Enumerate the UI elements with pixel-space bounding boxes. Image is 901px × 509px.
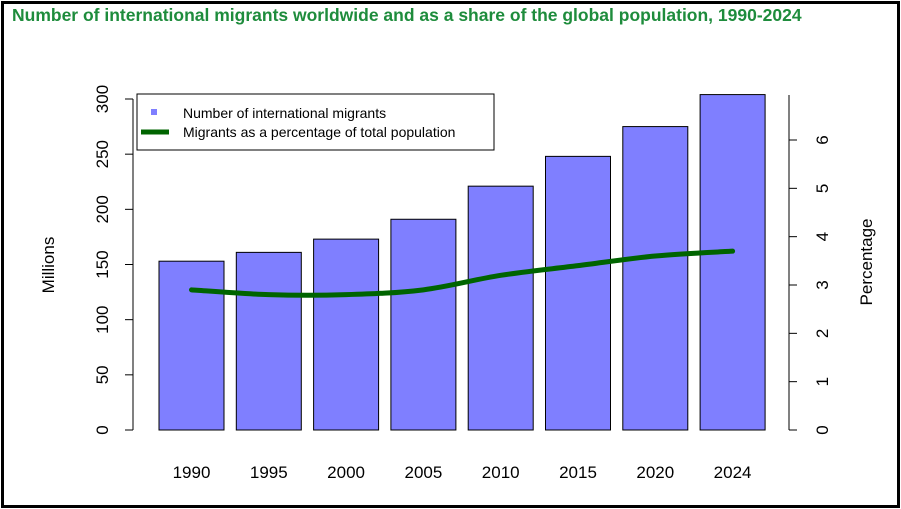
x-tick-label-2010: 2010 [482,463,520,482]
x-tick-label-2000: 2000 [327,463,365,482]
left-tick-label-300: 300 [93,85,112,113]
percentage-line [189,248,736,298]
x-tick-label-1990: 1990 [173,463,211,482]
right-tick-label-5: 5 [813,184,832,193]
right-tick-label-2: 2 [813,329,832,338]
left-tick-label-50: 50 [93,365,112,384]
right-tick-label-4: 4 [813,232,832,241]
x-tick-label-1995: 1995 [250,463,288,482]
bar-1990 [158,260,225,431]
left-tick-label-0: 0 [93,425,112,434]
bar-2024 [699,94,766,431]
x-tick-label-2024: 2024 [714,463,752,482]
bar-2020 [622,126,689,431]
left-tick-label-100: 100 [93,305,112,333]
right-tick-label-3: 3 [813,280,832,289]
right-tick-label-6: 6 [813,135,832,144]
bar-2010 [467,185,534,431]
legend-bar-swatch [151,109,157,115]
bar-1995 [235,251,302,431]
legend-box [136,93,495,151]
left-tick-label-200: 200 [93,195,112,223]
x-tick-label-2005: 2005 [404,463,442,482]
left-tick-label-150: 150 [93,250,112,278]
chart-title: Number of international migrants worldwi… [12,5,802,25]
x-tick-label-2020: 2020 [636,463,674,482]
x-tick-label-2015: 2015 [559,463,597,482]
legend-label-line: Migrants as a percentage of total popula… [183,124,455,140]
legend-label-bars: Number of international migrants [183,105,386,121]
right-tick-label-1: 1 [813,377,832,386]
bar-2005 [390,218,457,431]
right-tick-label-0: 0 [813,425,832,434]
y-axis-label: Millions [39,237,58,294]
bar-2015 [545,155,611,431]
y2-axis-label: Percentage [857,219,876,306]
bar-2000 [313,238,380,431]
left-tick-label-250: 250 [93,140,112,168]
